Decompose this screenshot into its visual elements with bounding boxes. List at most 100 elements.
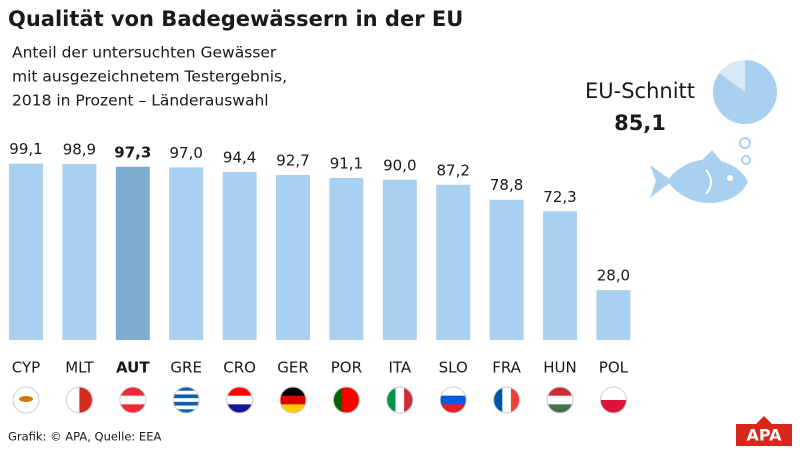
flag: [547, 387, 573, 413]
flag: [173, 387, 200, 413]
bar: [9, 163, 43, 340]
value-label: 72,3: [543, 188, 576, 206]
flag-stripe: [66, 387, 80, 413]
flag-stripe: [440, 395, 467, 405]
flag-stripe: [173, 387, 200, 392]
flag-stripe: [600, 400, 627, 413]
source: Grafik: © APA, Quelle: EEA: [8, 430, 161, 444]
bar: [222, 171, 257, 340]
flag-stripe: [226, 404, 253, 413]
flag-stripe: [440, 404, 467, 413]
flag-border: [172, 386, 200, 414]
flag-stripe: [280, 404, 306, 413]
flag-border: [546, 386, 574, 414]
flag-border: [439, 386, 467, 414]
flag-stripe: [173, 394, 200, 399]
flag-border: [65, 386, 93, 414]
x-tick-label: POR: [331, 359, 362, 377]
flag-border: [332, 386, 360, 414]
x-tick-label: SLO: [439, 359, 468, 377]
flag-border: [226, 386, 254, 414]
flag-stripe: [226, 395, 253, 405]
x-tick-label: FRA: [492, 359, 521, 377]
flag-border: [599, 386, 627, 414]
flag-stripe: [280, 395, 306, 405]
value-label: 91,1: [330, 154, 363, 172]
flag: [440, 387, 467, 413]
flag-stripe: [119, 395, 146, 405]
value-label: 99,1: [9, 140, 42, 158]
flag-stripe: [502, 387, 512, 413]
flag: [66, 387, 93, 413]
bar: [276, 174, 310, 340]
x-tick-label: GER: [277, 359, 309, 377]
flag-stripe: [226, 387, 253, 397]
logo: APA: [746, 426, 782, 445]
value-label: 87,2: [436, 161, 469, 179]
flag-stripe: [493, 387, 503, 413]
flag-stripe: [119, 387, 146, 397]
value-label: 28,0: [597, 267, 630, 285]
flag-stripe: [395, 387, 405, 413]
flag-border: [386, 386, 414, 414]
value-label: 78,8: [490, 176, 523, 194]
value-label: 97,0: [169, 144, 202, 162]
value-label: 92,7: [276, 151, 309, 169]
x-tick-label: MLT: [65, 359, 94, 377]
flag-stripe: [547, 387, 573, 397]
flag-border: [279, 386, 307, 414]
flag: [493, 387, 520, 413]
bar: [596, 290, 631, 340]
chart-subtitle: mit ausgezeichnetem Testergebnis,: [12, 68, 287, 86]
flag-stripe: [547, 404, 573, 413]
bar: [382, 179, 417, 340]
average-value: 85,1: [614, 111, 666, 135]
pie-slice: [713, 60, 778, 124]
bar: [543, 211, 577, 340]
flag-stripe: [600, 387, 627, 401]
flag-stripe: [404, 387, 413, 413]
chart-title: Qualität von Badegewässern in der EU: [8, 7, 463, 31]
bar: [329, 177, 364, 340]
value-label: 94,4: [223, 148, 256, 166]
flag: [386, 387, 413, 413]
x-tick-label: ITA: [388, 359, 411, 377]
chart-subtitle: 2018 in Prozent – Länderauswahl: [12, 92, 269, 110]
flag-stripe: [510, 387, 520, 413]
flag: [119, 387, 146, 413]
flag-stripe: [280, 387, 306, 397]
flag: [600, 387, 627, 413]
logo-box: [736, 416, 792, 446]
flag-stripe: [333, 387, 343, 413]
x-tick-label: POL: [599, 359, 629, 377]
flag: [226, 387, 253, 413]
bar: [115, 166, 150, 340]
x-tick-label: CYP: [12, 359, 40, 377]
flag-detail: [19, 396, 33, 402]
flag-stripe: [173, 405, 200, 410]
flag-stripe: [547, 395, 573, 405]
value-label: 98,9: [63, 140, 96, 158]
average-label: EU-Schnitt: [585, 79, 695, 103]
chart-subtitle: Anteil der untersuchten Gewässer: [12, 44, 277, 62]
flag: [280, 387, 306, 413]
flag-stripe: [350, 387, 360, 413]
flag-stripe: [440, 387, 467, 397]
flag-border: [119, 386, 147, 414]
flag-stripe: [342, 387, 352, 413]
bar: [489, 199, 524, 340]
flag-stripe: [119, 404, 146, 413]
flag: [13, 387, 39, 413]
flag-stripe: [173, 409, 200, 413]
x-tick-label: GRE: [170, 359, 202, 377]
x-tick-label: HUN: [543, 359, 576, 377]
flag-stripe: [79, 387, 93, 413]
fish: [650, 137, 751, 204]
flag-stripe: [173, 398, 200, 403]
flag-border: [493, 386, 521, 414]
bar: [62, 163, 97, 340]
x-tick-label: AUT: [116, 359, 150, 377]
value-label: 90,0: [383, 156, 416, 174]
flag-border: [12, 386, 40, 414]
